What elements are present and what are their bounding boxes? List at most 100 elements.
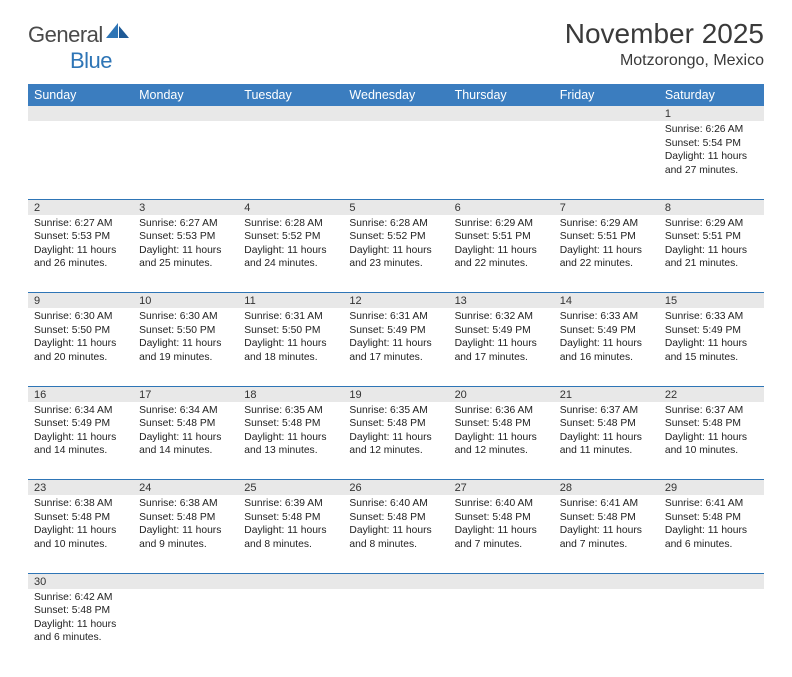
day-number: 7 xyxy=(554,199,659,215)
header: GeneralBlue November 2025 Motzorongo, Me… xyxy=(28,18,764,74)
day-number: 8 xyxy=(659,199,764,215)
day-number: 30 xyxy=(28,573,133,589)
day-details: Sunrise: 6:38 AMSunset: 5:48 PMDaylight:… xyxy=(133,495,238,555)
day-details: Sunrise: 6:34 AMSunset: 5:49 PMDaylight:… xyxy=(28,402,133,462)
day-cell: Sunrise: 6:39 AMSunset: 5:48 PMDaylight:… xyxy=(238,495,343,573)
day-cell: Sunrise: 6:35 AMSunset: 5:48 PMDaylight:… xyxy=(343,402,448,480)
day-cell xyxy=(343,589,448,667)
day-number-row: 2345678 xyxy=(28,199,764,215)
day-cell: Sunrise: 6:26 AMSunset: 5:54 PMDaylight:… xyxy=(659,121,764,199)
day-number: 3 xyxy=(133,199,238,215)
day-details: Sunrise: 6:29 AMSunset: 5:51 PMDaylight:… xyxy=(659,215,764,275)
day-cell: Sunrise: 6:40 AMSunset: 5:48 PMDaylight:… xyxy=(343,495,448,573)
day-cell: Sunrise: 6:33 AMSunset: 5:49 PMDaylight:… xyxy=(659,308,764,386)
day-number xyxy=(238,106,343,121)
day-number-row: 1 xyxy=(28,106,764,121)
day-cell xyxy=(133,589,238,667)
day-number xyxy=(133,573,238,589)
day-number: 26 xyxy=(343,480,448,496)
day-content-row: Sunrise: 6:27 AMSunset: 5:53 PMDaylight:… xyxy=(28,215,764,293)
day-number: 23 xyxy=(28,480,133,496)
day-cell: Sunrise: 6:34 AMSunset: 5:49 PMDaylight:… xyxy=(28,402,133,480)
day-number xyxy=(449,573,554,589)
day-cell xyxy=(28,121,133,199)
day-number xyxy=(554,573,659,589)
day-number xyxy=(238,573,343,589)
day-cell: Sunrise: 6:31 AMSunset: 5:49 PMDaylight:… xyxy=(343,308,448,386)
weekday-header: Sunday xyxy=(28,84,133,106)
day-details: Sunrise: 6:41 AMSunset: 5:48 PMDaylight:… xyxy=(659,495,764,555)
day-cell: Sunrise: 6:34 AMSunset: 5:48 PMDaylight:… xyxy=(133,402,238,480)
day-number: 27 xyxy=(449,480,554,496)
day-number: 2 xyxy=(28,199,133,215)
day-number xyxy=(343,106,448,121)
day-details: Sunrise: 6:32 AMSunset: 5:49 PMDaylight:… xyxy=(449,308,554,368)
day-number xyxy=(133,106,238,121)
day-number: 15 xyxy=(659,293,764,309)
day-details: Sunrise: 6:28 AMSunset: 5:52 PMDaylight:… xyxy=(238,215,343,275)
day-cell xyxy=(238,121,343,199)
day-cell: Sunrise: 6:27 AMSunset: 5:53 PMDaylight:… xyxy=(133,215,238,293)
day-cell: Sunrise: 6:30 AMSunset: 5:50 PMDaylight:… xyxy=(28,308,133,386)
day-number xyxy=(554,106,659,121)
day-number-row: 30 xyxy=(28,573,764,589)
day-cell xyxy=(554,589,659,667)
day-cell xyxy=(133,121,238,199)
day-number xyxy=(343,573,448,589)
day-number: 9 xyxy=(28,293,133,309)
logo-text: GeneralBlue xyxy=(28,22,131,74)
day-details: Sunrise: 6:37 AMSunset: 5:48 PMDaylight:… xyxy=(554,402,659,462)
day-cell: Sunrise: 6:29 AMSunset: 5:51 PMDaylight:… xyxy=(659,215,764,293)
logo-word-general: General xyxy=(28,22,103,47)
day-number xyxy=(28,106,133,121)
day-number: 5 xyxy=(343,199,448,215)
day-details: Sunrise: 6:35 AMSunset: 5:48 PMDaylight:… xyxy=(343,402,448,462)
day-number: 10 xyxy=(133,293,238,309)
calendar-page: GeneralBlue November 2025 Motzorongo, Me… xyxy=(0,0,792,677)
day-cell: Sunrise: 6:40 AMSunset: 5:48 PMDaylight:… xyxy=(449,495,554,573)
day-details: Sunrise: 6:40 AMSunset: 5:48 PMDaylight:… xyxy=(449,495,554,555)
day-content-row: Sunrise: 6:30 AMSunset: 5:50 PMDaylight:… xyxy=(28,308,764,386)
day-details: Sunrise: 6:29 AMSunset: 5:51 PMDaylight:… xyxy=(554,215,659,275)
day-details: Sunrise: 6:31 AMSunset: 5:50 PMDaylight:… xyxy=(238,308,343,368)
day-cell: Sunrise: 6:41 AMSunset: 5:48 PMDaylight:… xyxy=(554,495,659,573)
day-number: 21 xyxy=(554,386,659,402)
day-cell: Sunrise: 6:27 AMSunset: 5:53 PMDaylight:… xyxy=(28,215,133,293)
day-details: Sunrise: 6:40 AMSunset: 5:48 PMDaylight:… xyxy=(343,495,448,555)
weekday-header-row: SundayMondayTuesdayWednesdayThursdayFrid… xyxy=(28,84,764,106)
day-number-row: 23242526272829 xyxy=(28,480,764,496)
day-number: 12 xyxy=(343,293,448,309)
day-cell: Sunrise: 6:37 AMSunset: 5:48 PMDaylight:… xyxy=(659,402,764,480)
day-cell xyxy=(659,589,764,667)
day-number: 20 xyxy=(449,386,554,402)
day-number: 28 xyxy=(554,480,659,496)
day-number: 14 xyxy=(554,293,659,309)
day-cell: Sunrise: 6:35 AMSunset: 5:48 PMDaylight:… xyxy=(238,402,343,480)
title-block: November 2025 Motzorongo, Mexico xyxy=(565,18,764,70)
day-content-row: Sunrise: 6:42 AMSunset: 5:48 PMDaylight:… xyxy=(28,589,764,667)
day-cell: Sunrise: 6:33 AMSunset: 5:49 PMDaylight:… xyxy=(554,308,659,386)
day-cell: Sunrise: 6:28 AMSunset: 5:52 PMDaylight:… xyxy=(343,215,448,293)
day-details: Sunrise: 6:39 AMSunset: 5:48 PMDaylight:… xyxy=(238,495,343,555)
day-cell: Sunrise: 6:38 AMSunset: 5:48 PMDaylight:… xyxy=(133,495,238,573)
day-number: 24 xyxy=(133,480,238,496)
day-details: Sunrise: 6:30 AMSunset: 5:50 PMDaylight:… xyxy=(28,308,133,368)
day-details: Sunrise: 6:30 AMSunset: 5:50 PMDaylight:… xyxy=(133,308,238,368)
day-details: Sunrise: 6:28 AMSunset: 5:52 PMDaylight:… xyxy=(343,215,448,275)
logo-word-blue: Blue xyxy=(70,48,112,73)
day-details: Sunrise: 6:27 AMSunset: 5:53 PMDaylight:… xyxy=(133,215,238,275)
day-number xyxy=(659,573,764,589)
weekday-header: Tuesday xyxy=(238,84,343,106)
day-number: 18 xyxy=(238,386,343,402)
day-number: 22 xyxy=(659,386,764,402)
day-number: 1 xyxy=(659,106,764,121)
day-content-row: Sunrise: 6:38 AMSunset: 5:48 PMDaylight:… xyxy=(28,495,764,573)
day-cell: Sunrise: 6:38 AMSunset: 5:48 PMDaylight:… xyxy=(28,495,133,573)
day-details: Sunrise: 6:29 AMSunset: 5:51 PMDaylight:… xyxy=(449,215,554,275)
month-title: November 2025 xyxy=(565,18,764,50)
day-details: Sunrise: 6:37 AMSunset: 5:48 PMDaylight:… xyxy=(659,402,764,462)
day-cell: Sunrise: 6:30 AMSunset: 5:50 PMDaylight:… xyxy=(133,308,238,386)
day-number: 4 xyxy=(238,199,343,215)
day-cell xyxy=(554,121,659,199)
day-details: Sunrise: 6:41 AMSunset: 5:48 PMDaylight:… xyxy=(554,495,659,555)
